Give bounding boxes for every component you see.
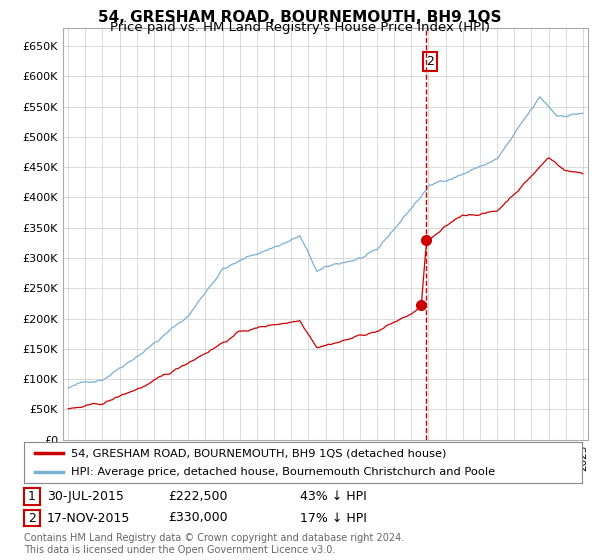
- Text: £222,500: £222,500: [168, 490, 227, 503]
- Text: 17-NOV-2015: 17-NOV-2015: [47, 511, 130, 525]
- Text: 54, GRESHAM ROAD, BOURNEMOUTH, BH9 1QS: 54, GRESHAM ROAD, BOURNEMOUTH, BH9 1QS: [98, 10, 502, 25]
- Text: 2: 2: [28, 511, 36, 525]
- Text: 54, GRESHAM ROAD, BOURNEMOUTH, BH9 1QS (detached house): 54, GRESHAM ROAD, BOURNEMOUTH, BH9 1QS (…: [71, 449, 447, 458]
- Text: 1: 1: [28, 490, 36, 503]
- Text: Contains HM Land Registry data © Crown copyright and database right 2024.
This d: Contains HM Land Registry data © Crown c…: [24, 533, 404, 555]
- Text: £330,000: £330,000: [168, 511, 227, 525]
- Text: 43% ↓ HPI: 43% ↓ HPI: [300, 490, 367, 503]
- Text: 17% ↓ HPI: 17% ↓ HPI: [300, 511, 367, 525]
- Text: HPI: Average price, detached house, Bournemouth Christchurch and Poole: HPI: Average price, detached house, Bour…: [71, 467, 496, 477]
- Text: 30-JUL-2015: 30-JUL-2015: [47, 490, 124, 503]
- Text: Price paid vs. HM Land Registry's House Price Index (HPI): Price paid vs. HM Land Registry's House …: [110, 21, 490, 34]
- Text: 2: 2: [427, 55, 434, 68]
